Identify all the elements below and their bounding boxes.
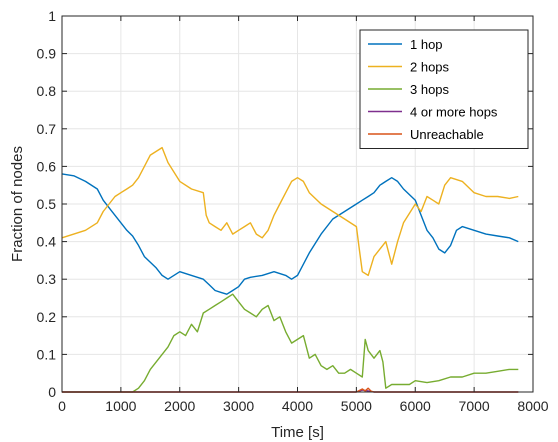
- x-tick-label: 6000: [400, 398, 431, 414]
- x-tick-label: 0: [58, 398, 66, 414]
- y-tick-label: 0.5: [37, 196, 57, 212]
- legend-label: 4 or more hops: [410, 105, 498, 120]
- x-tick-label: 1000: [105, 398, 136, 414]
- grid: [61, 15, 534, 393]
- series-line-0: [61, 173, 519, 295]
- x-axis-title: Time [s]: [271, 424, 324, 441]
- y-tick-label: 0: [48, 384, 56, 400]
- y-tick-label: 0.7: [37, 121, 57, 137]
- y-tick-label: 1: [48, 8, 56, 24]
- x-tick-label: 7000: [459, 398, 490, 414]
- x-tick-label: 2000: [164, 398, 195, 414]
- legend-label: Unreachable: [410, 127, 484, 142]
- y-tick-label: 0.3: [37, 271, 57, 287]
- series-line-4: [62, 387, 519, 393]
- legend: 1 hop 2 hops 3 hops 4 or more hops Unreachab…: [359, 29, 529, 149]
- y-tick-label: 0.4: [37, 234, 57, 250]
- axis-ticks: 0 1000 2000 3000 4000 5000 6000 7000 8000 0 0.1 0.2…: [37, 8, 549, 414]
- legend-label: 3 hops: [410, 82, 450, 97]
- y-tick-label: 0.1: [37, 346, 57, 362]
- y-tick-label: 0.8: [37, 83, 57, 99]
- y-tick-label: 0.9: [37, 46, 57, 62]
- x-tick-label: 3000: [223, 398, 254, 414]
- x-tick-label: 5000: [341, 398, 372, 414]
- legend-label: 1 hop: [410, 37, 443, 52]
- y-tick-label: 0.6: [37, 158, 57, 174]
- x-tick-label: 4000: [282, 398, 313, 414]
- y-tick-label: 0.2: [37, 309, 57, 325]
- y-axis-title: Fraction of nodes: [9, 146, 26, 262]
- series-line-2: [62, 293, 519, 393]
- series-line-1: [61, 146, 519, 277]
- x-tick-label: 8000: [517, 398, 548, 414]
- legend-label: 2 hops: [410, 60, 450, 75]
- series-lines: [61, 146, 519, 393]
